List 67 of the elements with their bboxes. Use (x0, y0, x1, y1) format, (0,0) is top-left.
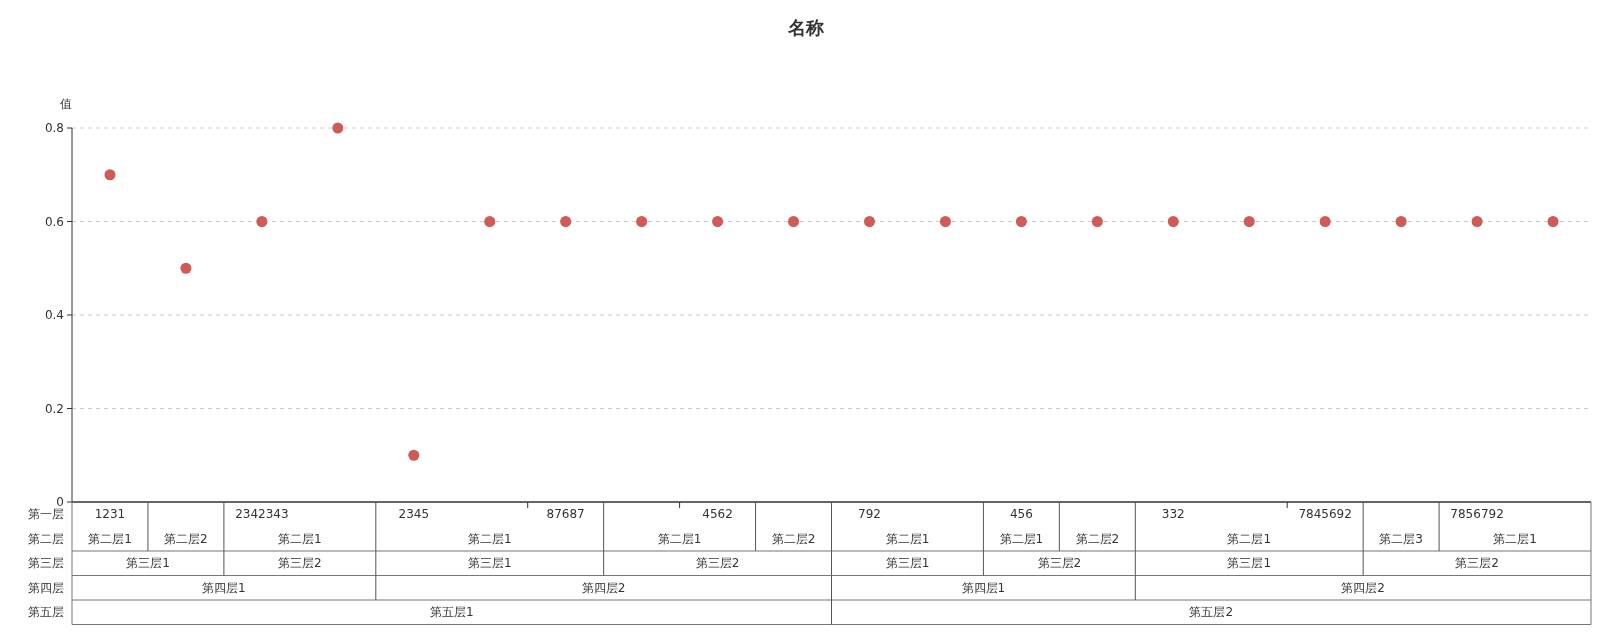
point (863, 216, 875, 227)
y-tick-label: 0.8 (44, 121, 64, 136)
chart-title: 名称 (787, 17, 824, 38)
text: 第二层1 (885, 531, 930, 546)
point (1471, 216, 1483, 227)
y-tick-label: 0.4 (44, 308, 64, 323)
text: 第三层1 (1227, 556, 1272, 570)
text: 第二层1 (278, 531, 322, 546)
point (1395, 216, 1407, 227)
x-tick-label: 7845692 (1298, 507, 1352, 521)
point (939, 216, 951, 227)
text: 第三层2 (1037, 556, 1082, 570)
text: 第三层2 (695, 556, 740, 570)
point (1319, 216, 1331, 227)
text: 第四层 (28, 580, 64, 595)
text: 第二层3 (1379, 531, 1423, 546)
text: 第五层2 (1189, 605, 1234, 619)
point (1547, 216, 1559, 227)
point (1167, 216, 1179, 227)
x-tick-label: 2345 (398, 507, 430, 521)
point (408, 449, 420, 461)
text: 第四层1 (961, 580, 1006, 595)
text: 第二层1 (467, 531, 512, 546)
y-tick-label: 0.6 (44, 214, 64, 229)
y-tick-label: 0.2 (44, 401, 64, 416)
text: 第二层1 (657, 531, 702, 546)
x-tick-label: 332 (1161, 507, 1185, 521)
point (1243, 216, 1255, 227)
text: 第二层1 (88, 531, 132, 546)
point (712, 216, 724, 227)
x-tick-label: 7856792 (1450, 507, 1504, 521)
text: 第三层 (28, 556, 64, 570)
point (1015, 216, 1027, 227)
point (1091, 216, 1103, 227)
point (788, 216, 800, 227)
text: 第二层2 (1075, 531, 1120, 546)
text: 第三层2 (1455, 556, 1499, 570)
x-tick-label: 456 (1009, 507, 1033, 521)
text: 第五层1 (429, 605, 474, 619)
point (560, 216, 572, 227)
x-tick-label: 87687 (546, 507, 585, 521)
text: 第三层2 (278, 556, 322, 570)
text: 第一层 (28, 507, 64, 521)
text: 第二层2 (771, 531, 816, 546)
text: 第三层1 (467, 556, 512, 570)
text: 第四层2 (581, 580, 626, 595)
text: 第四层1 (202, 580, 246, 595)
text: 第二层1 (1227, 531, 1272, 546)
text: 第三层1 (126, 556, 170, 570)
point (484, 216, 496, 227)
x-tick-label: 2342343 (235, 507, 289, 521)
point (636, 216, 648, 227)
x-tick-label: 792 (858, 507, 881, 521)
point (180, 262, 192, 274)
point (104, 169, 116, 181)
text: 第二层1 (999, 531, 1044, 546)
point (256, 216, 268, 227)
point (332, 122, 344, 134)
x-tick-label: 1231 (94, 507, 126, 521)
text: 第四层2 (1341, 580, 1385, 595)
x-tick-label: 4562 (702, 507, 733, 521)
y-axis-title: 值 (60, 97, 72, 111)
text: 第五层 (28, 605, 64, 619)
text: 第三层1 (885, 556, 930, 570)
text: 第二层 (28, 531, 64, 546)
text: 第二层1 (1493, 531, 1537, 546)
text: 第二层2 (164, 531, 208, 546)
